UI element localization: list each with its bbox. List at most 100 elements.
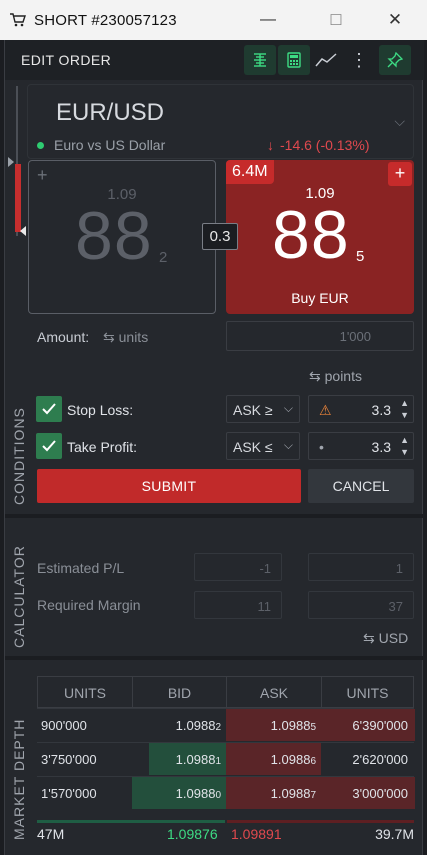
chart-button[interactable]: [310, 45, 342, 75]
stop-loss-checkbox[interactable]: [36, 396, 62, 422]
amount-input[interactable]: 1'000: [226, 321, 414, 351]
currency-toggle[interactable]: ⇆ USD: [363, 630, 408, 647]
amount-units-toggle[interactable]: ⇆ units: [103, 329, 148, 346]
minimize-button[interactable]: —: [260, 11, 276, 28]
bid-depth-bar: [149, 743, 227, 775]
stop-loss-operator: ASK ≥: [233, 402, 273, 418]
buy-label: Buy EUR: [291, 290, 349, 306]
buy-fractional-pip: 5: [356, 248, 365, 265]
ask-depth-bar: [226, 777, 415, 809]
stepper-icon[interactable]: ▲ ▼: [400, 397, 409, 421]
plus-icon[interactable]: +: [388, 162, 412, 186]
bid-price: 1.09882: [132, 708, 227, 742]
spin-down-icon[interactable]: ▼: [400, 410, 409, 420]
chart-line-icon: [315, 53, 337, 67]
window-title: SHORT #230057123: [34, 11, 177, 29]
pin-button[interactable]: [379, 45, 411, 75]
stop-loss-operator-select[interactable]: ASK ≥ ⌵: [226, 395, 300, 423]
sell-fractional-pip: 2: [159, 249, 168, 266]
bid-units: 3'750'000: [37, 742, 133, 776]
price-scale-line: [16, 86, 18, 236]
ask-depth-bar: [226, 709, 415, 741]
bid-price-fraction: 1: [215, 756, 221, 767]
ask-units: 2'620'000: [321, 742, 414, 776]
calculator-button[interactable]: [278, 45, 310, 75]
market-depth-row[interactable]: 3'750'000 1.09881 1.09886 2'620'000: [37, 742, 414, 776]
ask-price: 1.09887: [226, 776, 322, 810]
bid-price-fraction: 0: [215, 790, 221, 801]
column-header: UNITS: [321, 676, 414, 708]
sell-price-tile[interactable]: + 1.09 88 2: [28, 160, 216, 314]
bid-units: 1'570'000: [37, 776, 133, 810]
take-profit-operator-select[interactable]: ASK ≤ ⌵: [226, 432, 300, 460]
stop-loss-value-input[interactable]: ⚠ 3.3 ▲ ▼: [308, 395, 414, 423]
maximize-button[interactable]: ☐: [329, 12, 343, 29]
ask-volume-bar: [227, 820, 414, 823]
bid-price-text: 1.0988: [175, 718, 216, 733]
checkmark-icon: [42, 403, 56, 415]
plus-icon[interactable]: +: [37, 165, 48, 185]
calculator-section-label: CALCULATOR: [11, 545, 27, 648]
required-margin-label: Required Margin: [37, 597, 141, 613]
swap-icon: ⇆: [103, 329, 115, 345]
ask-price-fraction: 5: [310, 722, 316, 733]
spin-down-icon[interactable]: ▼: [400, 447, 409, 457]
cancel-button[interactable]: CANCEL: [308, 469, 414, 503]
bid-price: 1.09881: [132, 742, 227, 776]
spin-up-icon[interactable]: ▲: [400, 435, 409, 445]
spread-value: 0.3: [202, 223, 238, 250]
stop-loss-label: Stop Loss:: [67, 402, 134, 418]
submit-button[interactable]: SUBMIT: [37, 469, 301, 503]
ladder-button[interactable]: [244, 45, 276, 75]
scale-pointer-icon: [20, 226, 26, 236]
buy-big-figure: 1.09: [305, 185, 335, 202]
take-profit-value-input[interactable]: • 3.3 ▲ ▼: [308, 432, 414, 460]
chevron-down-icon: ⌵: [283, 438, 293, 452]
sell-big-figure: 1.09: [107, 186, 137, 203]
ask-units-text: 2'620'000: [352, 752, 408, 767]
ask-price-text: 1.0988: [270, 752, 311, 767]
bid-total: 47M: [37, 826, 65, 842]
estimated-pl-label: Estimated P/L: [37, 560, 125, 576]
panel-header: EDIT ORDER ⋮: [5, 40, 424, 80]
column-header: BID: [132, 676, 227, 708]
points-toggle[interactable]: ⇆ points: [309, 368, 362, 385]
sell-pips: 88: [75, 198, 153, 274]
buy-pips: 88: [272, 197, 350, 273]
price-change: ↓ -14.6 (-0.13%): [267, 137, 369, 153]
window-titlebar: SHORT #230057123 — ☐ ✕: [0, 0, 427, 40]
price-scale-marker: [15, 164, 21, 232]
ask-price: 1.09885: [226, 708, 322, 742]
stepper-icon[interactable]: ▲ ▼: [400, 434, 409, 458]
bid-price-fraction: 2: [215, 722, 221, 733]
chevron-down-icon: ⌵: [394, 113, 405, 129]
required-margin-value: 11: [194, 591, 282, 619]
bid-depth-bar: [132, 777, 227, 809]
average-bid: 1.09876: [167, 826, 218, 842]
warning-icon: ⚠: [319, 402, 332, 418]
instrument-selector[interactable]: EUR/USD ⌵: [27, 84, 414, 159]
ask-price-text: 1.0988: [270, 718, 311, 733]
bid-price: 1.09880: [132, 776, 227, 810]
spin-up-icon[interactable]: ▲: [400, 398, 409, 408]
close-button[interactable]: ✕: [387, 10, 403, 29]
estimated-pl-value: 1: [308, 553, 414, 581]
ask-units-text: 3'000'000: [352, 786, 408, 801]
stop-loss-value: 3.3: [371, 402, 391, 418]
more-icon[interactable]: ⋮: [350, 49, 368, 70]
bid-units: 900'000: [37, 708, 133, 742]
buy-price-tile[interactable]: + 1.09 88 5 Buy EUR: [226, 160, 414, 314]
amount-unit-label: units: [118, 329, 149, 345]
status-dot-icon: [37, 141, 44, 149]
bid-price-text: 1.0988: [175, 752, 216, 767]
market-depth-row[interactable]: 900'000 1.09882 1.09885 6'390'000: [37, 708, 415, 742]
panel-title: EDIT ORDER: [21, 52, 112, 68]
market-depth-row[interactable]: 1'570'000 1.09880 1.09887 3'000'000: [37, 776, 415, 810]
order-panel: EDIT ORDER ⋮: [4, 40, 424, 855]
take-profit-value: 3.3: [371, 439, 391, 455]
instrument-description-text: Euro vs US Dollar: [54, 137, 166, 153]
estimated-pl-value: -1: [194, 553, 282, 581]
currency-label: USD: [378, 630, 409, 646]
take-profit-checkbox[interactable]: [36, 433, 62, 459]
calculator-icon: [287, 52, 301, 68]
